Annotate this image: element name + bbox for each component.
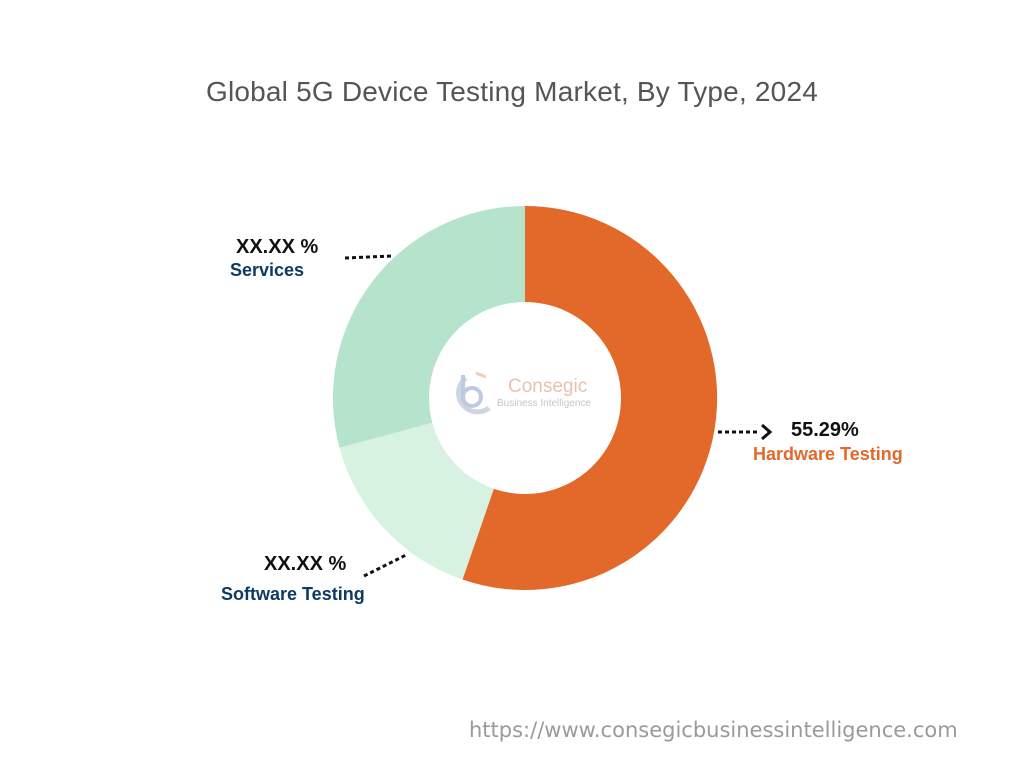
software-testing-value: XX.XX % — [264, 553, 347, 575]
slice-software-testing[interactable] — [339, 422, 494, 580]
watermark-brand: Consegic — [508, 376, 588, 397]
chart-title: Global 5G Device Testing Market, By Type… — [205, 76, 819, 107]
services-value: XX.XX % — [236, 236, 319, 258]
software-leader-line — [363, 553, 407, 578]
services-leader-line — [344, 254, 393, 260]
hardware-testing-value: 55.29% — [791, 419, 859, 441]
consegic-logo-icon — [456, 371, 491, 415]
services-label: Services — [230, 260, 305, 280]
slice-services[interactable] — [332, 205, 525, 448]
software-testing-label: Software Testing — [221, 584, 365, 604]
slice-hardware-testing[interactable] — [462, 205, 718, 590]
hardware-testing-label: Hardware Testing — [753, 444, 903, 464]
source-url: https://www.consegicbusinessintelligence… — [469, 718, 958, 742]
watermark-tagline: Business Intelligence — [497, 398, 591, 409]
hardware-arrow-icon — [761, 423, 773, 441]
